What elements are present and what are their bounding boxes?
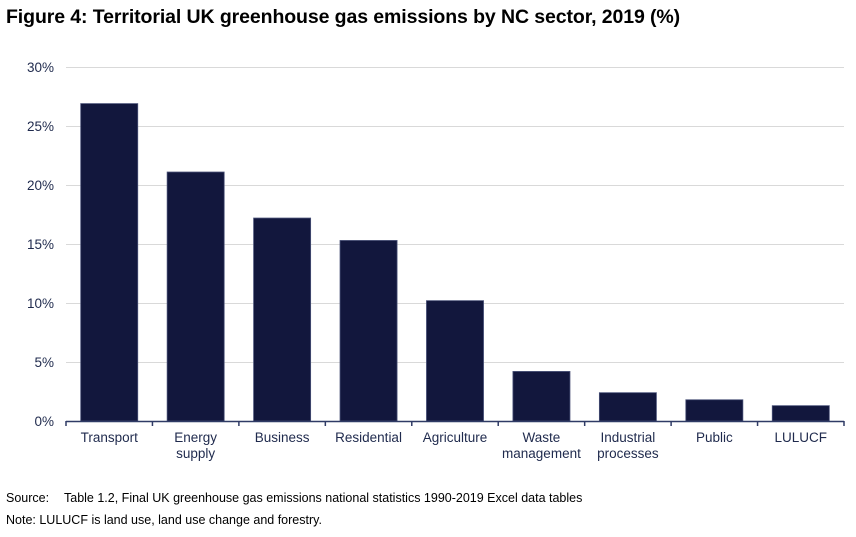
bar-residential xyxy=(339,240,398,422)
x-category-label: Public xyxy=(696,430,733,445)
bars xyxy=(80,103,830,422)
source-note: Source: Table 1.2, Final UK greenhouse ga… xyxy=(6,491,582,505)
bar-lulucf xyxy=(771,405,830,422)
y-tick-label: 0% xyxy=(34,414,54,429)
bar-chart: 0% 5% 10% 15% 20% 25% 30% Transport Energy suppl… xyxy=(27,60,845,461)
y-tick-label: 20% xyxy=(27,178,54,193)
x-category-label: Industrial processes xyxy=(597,430,659,461)
bar-waste-management xyxy=(512,371,571,422)
bar-business xyxy=(253,217,312,422)
bar-transport xyxy=(80,103,139,422)
chart-title: Figure 4: Territorial UK greenhouse gas … xyxy=(6,6,681,28)
x-category-label: Business xyxy=(255,430,310,445)
y-tick-label: 30% xyxy=(27,60,54,75)
x-axis xyxy=(65,420,845,426)
x-category-label: Agriculture xyxy=(423,430,488,445)
bar-energy-supply xyxy=(166,171,225,422)
y-tick-label: 10% xyxy=(27,296,54,311)
x-category-label: Energy supply xyxy=(174,430,217,461)
x-axis-category-labels: Transport Energy supply Business Residential… xyxy=(81,430,827,461)
y-tick-label: 5% xyxy=(34,355,54,370)
x-category-label: Waste management xyxy=(502,430,581,461)
bar-agriculture xyxy=(426,300,484,422)
x-category-label: Transport xyxy=(81,430,139,445)
y-axis-tick-labels: 0% 5% 10% 15% 20% 25% 30% xyxy=(27,60,54,429)
source-text: Table 1.2, Final UK greenhouse gas emiss… xyxy=(64,491,583,505)
x-category-label: LULUCF xyxy=(775,430,828,445)
bar-industrial-processes xyxy=(598,392,657,422)
y-tick-label: 25% xyxy=(27,119,54,134)
y-tick-label: 15% xyxy=(27,237,54,252)
source-label: Source: xyxy=(6,491,50,505)
bar-public xyxy=(685,399,744,422)
footnote: Note: LULUCF is land use, land use chang… xyxy=(6,513,322,527)
x-category-label: Residential xyxy=(335,430,402,445)
